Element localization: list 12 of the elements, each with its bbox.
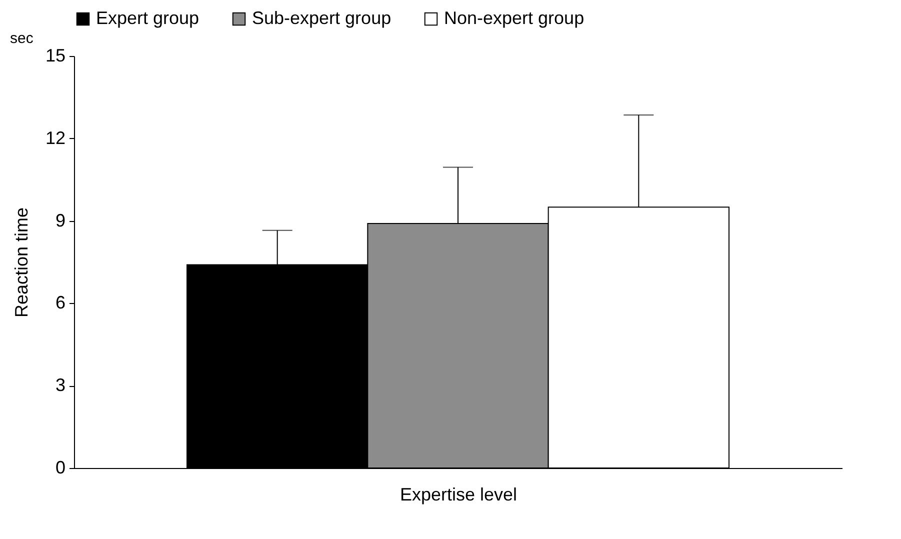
legend-label: Expert group xyxy=(96,8,200,28)
y-tick-label: 9 xyxy=(55,210,66,230)
legend-label: Non-expert group xyxy=(444,8,584,28)
y-tick-label: 3 xyxy=(55,375,66,396)
legend-label: Sub-expert group xyxy=(252,8,392,28)
x-axis-title: Expertise level xyxy=(400,484,518,504)
text: sec xyxy=(10,30,34,47)
y-tick-label: 6 xyxy=(55,292,66,313)
y-tick-label: 12 xyxy=(45,128,66,148)
y-axis-title: Reaction time xyxy=(11,207,32,318)
y-tick-label: 15 xyxy=(45,46,66,66)
y-tick-label: 0 xyxy=(55,458,66,478)
